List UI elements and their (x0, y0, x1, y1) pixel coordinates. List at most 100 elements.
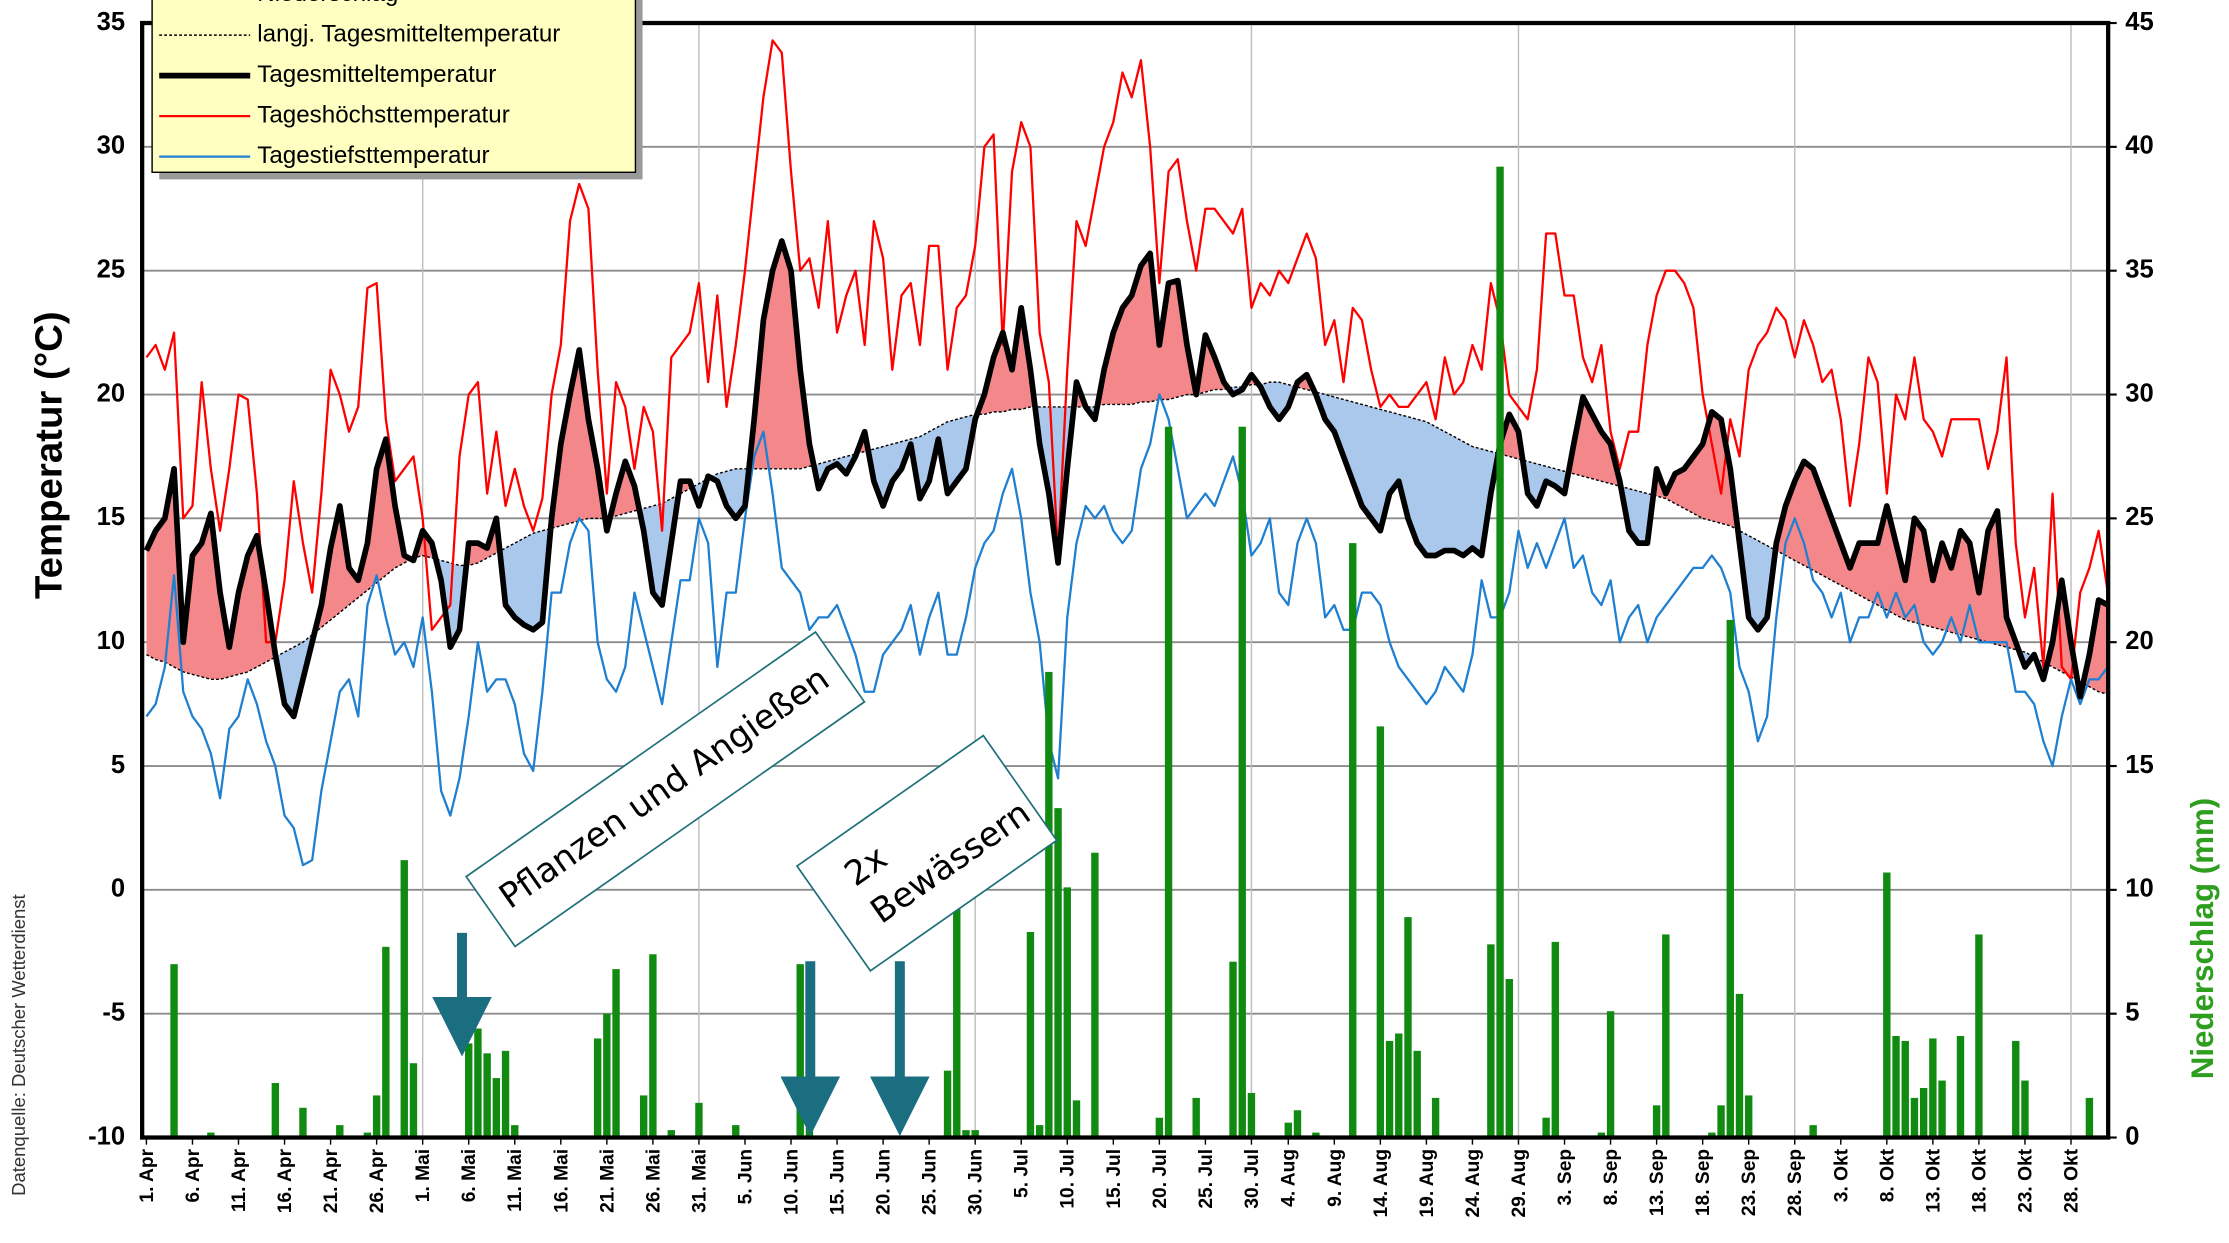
precip-bar (1432, 1098, 1439, 1138)
x-tick-label: 18. Sep (1693, 1149, 1714, 1216)
y2-tick-label: 0 (2125, 1122, 2139, 1150)
legend: Niederschlag langj. Tagesmitteltemperatur… (152, 0, 642, 179)
legend-label: Tageshöchsttemperatur (257, 102, 509, 129)
y2-tick-label: 35 (2125, 255, 2153, 283)
x-tick-label: 5. Jun (735, 1149, 756, 1204)
precip-bar (299, 1108, 306, 1138)
y-tick-label: 15 (97, 503, 125, 531)
x-tick-label: 18. Okt (1969, 1148, 1990, 1213)
x-tick-label: 31. Mai (689, 1149, 710, 1213)
x-tick-label: 21. Apr (321, 1148, 342, 1213)
y-tick-label: 5 (111, 751, 125, 779)
precip-bar (944, 1071, 951, 1138)
x-tick-label: 20. Jul (1150, 1149, 1171, 1209)
y-tick-label: 0 (111, 875, 125, 903)
precip-bar (1736, 994, 1743, 1138)
precip-bar (1386, 1041, 1393, 1138)
x-tick-label: 23. Sep (1739, 1149, 1760, 1216)
precip-bar (373, 1095, 380, 1137)
x-tick-label: 9. Aug (1325, 1149, 1346, 1207)
x-tick-label: 26. Apr (367, 1148, 388, 1213)
precip-bar (1911, 1098, 1918, 1138)
precip-bar (1239, 427, 1246, 1138)
precip-bar (1653, 1105, 1660, 1137)
x-tick-label: 30. Jul (1242, 1149, 1263, 1209)
precip-bar (640, 1095, 647, 1137)
precip-bar (1929, 1038, 1936, 1137)
precip-bar (1073, 1100, 1080, 1137)
y-tick-label: 25 (97, 255, 125, 283)
precip-bar (1413, 1051, 1420, 1138)
precip-bar (953, 902, 960, 1137)
precip-bar (1727, 620, 1734, 1138)
x-tick-label: 3. Sep (1555, 1149, 1576, 1206)
precip-bar (401, 860, 408, 1137)
y2-tick-label: 25 (2125, 503, 2153, 531)
precip-bar (1902, 1041, 1909, 1138)
precip-bar (1975, 934, 1982, 1137)
precip-bar (1662, 934, 1669, 1137)
x-tick-label: 28. Sep (1785, 1149, 1806, 1216)
x-tick-label: 15. Jun (828, 1149, 849, 1215)
x-tick-label: 24. Aug (1463, 1149, 1484, 1218)
y2-tick-label: 45 (2125, 8, 2153, 36)
y-tick-label: 35 (97, 8, 125, 36)
x-tick-label: 23. Okt (2015, 1148, 2036, 1213)
precip-bar (1165, 427, 1172, 1138)
y2-tick-label: 40 (2125, 132, 2153, 160)
legend-label: Niederschlag (257, 0, 398, 7)
x-tick-label: 5. Jul (1012, 1149, 1033, 1198)
precip-bar (382, 947, 389, 1138)
x-tick-label: 13. Sep (1647, 1149, 1668, 1216)
precip-bar (272, 1083, 279, 1137)
precip-bar (1607, 1011, 1614, 1137)
precip-bar (1892, 1036, 1899, 1138)
x-tick-label: 6. Mai (459, 1149, 480, 1202)
x-tick-label: 10. Jun (781, 1149, 802, 1215)
x-tick-label: 16. Apr (275, 1148, 296, 1213)
x-tick-label: 11. Mai (505, 1149, 526, 1212)
precip-bar (2012, 1041, 2019, 1138)
page: Temperatur (°C) Niederschlag (mm) Datenq… (0, 0, 2229, 1243)
y-axis-title: Temperatur (°C) (27, 311, 70, 599)
precip-bar (1156, 1118, 1163, 1138)
precip-bar (2086, 1098, 2093, 1138)
precip-bar (1542, 1118, 1549, 1138)
precip-bar (1717, 1105, 1724, 1137)
x-tick-label: 10. Jul (1058, 1149, 1079, 1209)
precip-bar (1091, 853, 1098, 1138)
precip-bar (1920, 1088, 1927, 1138)
precip-bar (594, 1038, 601, 1137)
x-tick-label: 15. Jul (1104, 1149, 1125, 1209)
y2-tick-label: 5 (2125, 998, 2139, 1026)
chart: Temperatur (°C) Niederschlag (mm) Datenq… (0, 0, 2229, 1243)
x-tick-label: 1. Apr (137, 1148, 158, 1202)
x-tick-label: 11. Apr (229, 1148, 250, 1212)
precip-bar (1229, 962, 1236, 1138)
precip-bar (1938, 1081, 1945, 1138)
precip-bar (1404, 917, 1411, 1137)
precip-bar (493, 1078, 500, 1137)
precip-bar (612, 969, 619, 1137)
x-tick-label: 26. Mai (643, 1149, 664, 1213)
x-tick-label: 4. Aug (1279, 1149, 1300, 1207)
y2-tick-label: 20 (2125, 627, 2153, 655)
y-tick-label: 10 (97, 627, 125, 655)
precip-bar (1045, 672, 1052, 1138)
precip-bar (1552, 942, 1559, 1138)
precip-bar (2021, 1081, 2028, 1138)
precip-bar (474, 1029, 481, 1138)
precip-bar (1294, 1110, 1301, 1137)
y-tick-label: 30 (97, 132, 125, 160)
x-tick-label: 6. Apr (183, 1148, 204, 1202)
precip-bar (465, 1043, 472, 1137)
precip-bar (1506, 979, 1513, 1138)
legend-label: Tagesmitteltemperatur (257, 61, 496, 88)
legend-label: Tagestiefsttemperatur (257, 142, 489, 169)
x-tick-label: 30. Jun (966, 1149, 987, 1215)
precip-bar (1957, 1036, 1964, 1138)
precip-bar (483, 1053, 490, 1137)
legend-label: langj. Tagesmitteltemperatur (257, 20, 560, 47)
precip-bar (1487, 944, 1494, 1137)
x-tick-label: 20. Jun (874, 1149, 895, 1215)
